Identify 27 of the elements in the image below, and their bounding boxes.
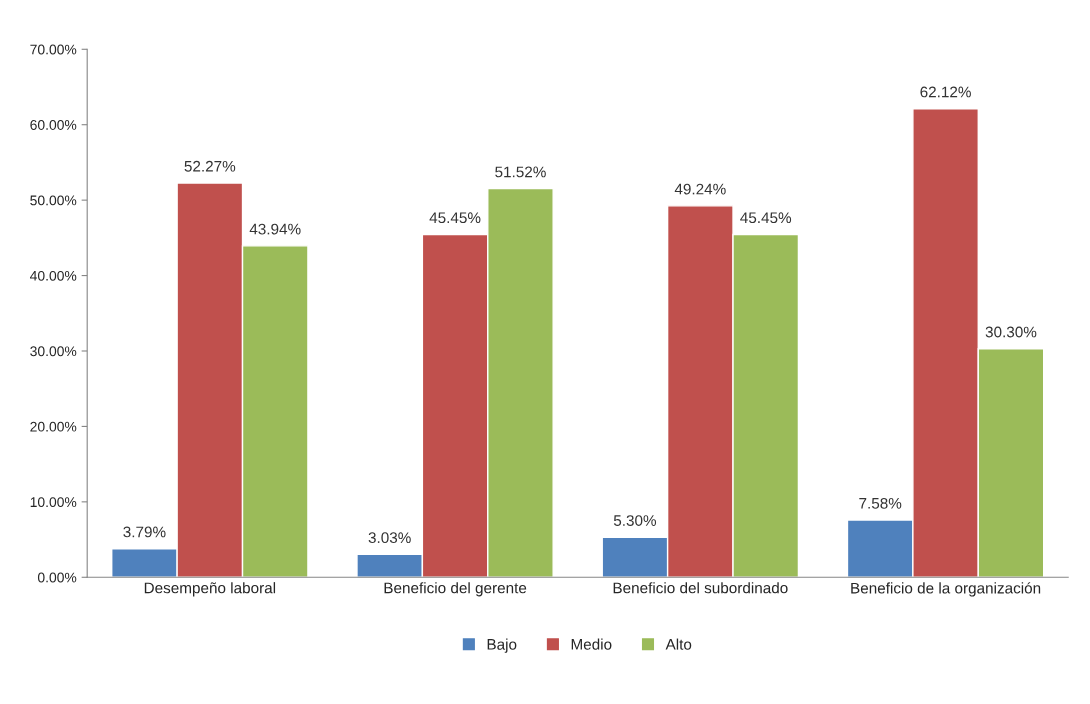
data-label: 3.79% xyxy=(123,526,166,538)
data-label: 52.27% xyxy=(184,160,236,172)
y-tick-label: 30.00% xyxy=(30,346,77,357)
data-label: 45.45% xyxy=(740,212,792,224)
y-tick-label: 50.00% xyxy=(30,195,77,206)
x-tick-label: Desempeño laboral xyxy=(144,582,276,597)
x-tick-label: Beneficio del subordinado xyxy=(613,582,788,594)
data-label: 51.52% xyxy=(495,166,546,178)
legend-label: Alto xyxy=(665,638,692,650)
y-tick-label: 40.00% xyxy=(30,270,77,281)
data-label: 62.12% xyxy=(920,86,971,98)
data-label: 43.94% xyxy=(249,223,301,235)
y-tick-label: 0.00% xyxy=(37,572,77,583)
data-label: 5.30% xyxy=(613,515,657,526)
data-label: 7.58% xyxy=(859,497,902,509)
legend-label: Medio xyxy=(571,638,612,650)
y-tick-label: 20.00% xyxy=(30,421,77,432)
x-tick-label: Beneficio del gerente xyxy=(384,582,527,597)
y-tick-label: 10.00% xyxy=(30,497,77,508)
data-label: 49.24% xyxy=(674,183,726,195)
x-tick-label: Beneficio de la organización xyxy=(851,582,1041,597)
data-label: 45.45% xyxy=(429,212,481,224)
y-tick-label: 70.00% xyxy=(30,44,77,55)
legend-label: Bajo xyxy=(487,638,517,653)
data-label: 3.03% xyxy=(368,532,411,544)
y-tick-label: 60.00% xyxy=(30,120,77,130)
data-label: 30.30% xyxy=(985,326,1037,338)
